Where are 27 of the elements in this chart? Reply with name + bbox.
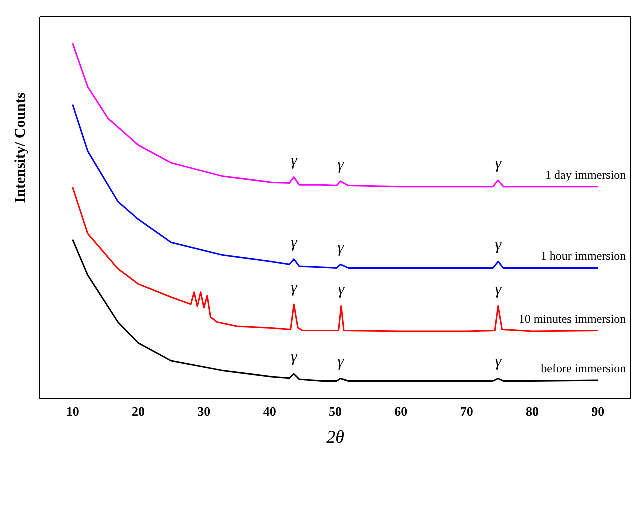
- series-label: before immersion: [541, 362, 626, 376]
- annotation: γ: [338, 240, 345, 257]
- annotation: γ: [495, 354, 502, 371]
- x-axis-title: 2θ: [326, 427, 345, 447]
- series-label: 10 minutes immersion: [518, 312, 626, 326]
- annotation: γ: [495, 155, 502, 172]
- x-tick-label: 10: [66, 404, 80, 420]
- annotation: γ: [495, 236, 502, 254]
- x-tick-label: 90: [592, 404, 605, 420]
- x-tick-label: 80: [526, 404, 539, 420]
- annotation: γ: [338, 281, 346, 298]
- annotation: γ: [290, 152, 298, 170]
- y-axis-title: Intensity/ Counts: [13, 92, 30, 204]
- x-tick-label: 40: [263, 404, 276, 420]
- series-label: 1 hour immersion: [540, 249, 626, 264]
- annotation: γ: [338, 156, 345, 174]
- x-tick-label: 30: [198, 404, 211, 420]
- x-tick-label: 60: [394, 404, 408, 420]
- annotation: γ: [290, 349, 298, 366]
- x-tick-label: 20: [132, 404, 145, 420]
- annotation: γ: [290, 234, 298, 252]
- x-tick-label: 70: [460, 404, 474, 420]
- annotation: γ: [338, 354, 345, 371]
- x-tick-label: 50: [329, 404, 342, 420]
- annotation: γ: [290, 279, 298, 296]
- series-label: 1 day immersion: [546, 168, 626, 182]
- annotation: γ: [495, 281, 502, 298]
